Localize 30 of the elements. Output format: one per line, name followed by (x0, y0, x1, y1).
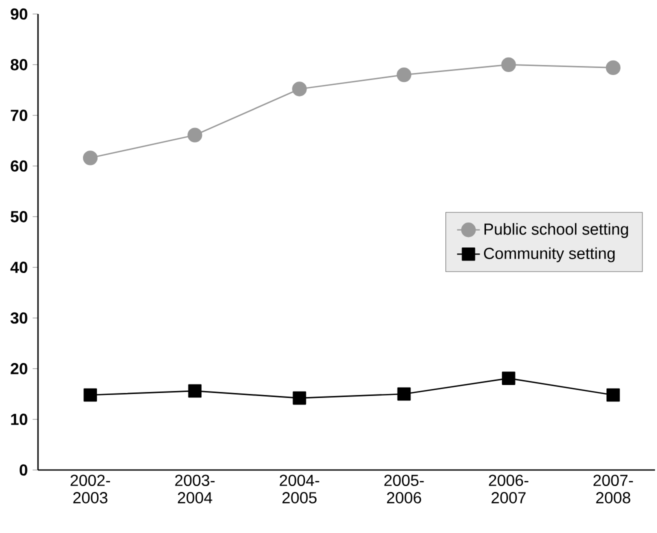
point (188, 128, 202, 142)
x-tick-label: 2007-2008 (594, 474, 633, 504)
y-tick-label: 0 (20, 464, 28, 476)
x-tick-label: 2004-2005 (280, 474, 320, 504)
point (396, 67, 412, 82)
legend-label: Community setting (484, 247, 615, 262)
point (84, 388, 97, 402)
y-tick-label: 50 (10, 211, 28, 222)
point (82, 150, 98, 166)
point (292, 391, 306, 405)
x-tick-label: 2005-2006 (384, 474, 424, 504)
y-tick-label: 70 (10, 110, 28, 121)
x-tick-label: 2003-2004 (175, 474, 215, 504)
point (606, 388, 620, 402)
point (292, 82, 307, 96)
y-tick-label: 20 (10, 363, 28, 374)
y-tick-label: 10 (11, 414, 28, 425)
point (188, 384, 202, 398)
x-tick-label: 2006-2007 (488, 474, 528, 504)
point (502, 372, 516, 385)
y-tick-label: 80 (10, 59, 28, 70)
y-tick-label: 90 (10, 8, 28, 20)
y-tick-label: 60 (10, 160, 28, 172)
legend-label: Public school setting (484, 223, 628, 238)
point (501, 57, 516, 72)
y-tick-label: 30 (10, 312, 28, 324)
point (397, 387, 411, 401)
point (606, 60, 621, 76)
y-tick-label: 40 (10, 262, 28, 273)
x-tick-label: 2002-2003 (70, 474, 110, 504)
